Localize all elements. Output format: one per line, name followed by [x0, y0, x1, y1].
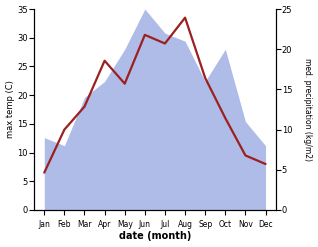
- Y-axis label: med. precipitation (kg/m2): med. precipitation (kg/m2): [303, 58, 313, 161]
- X-axis label: date (month): date (month): [119, 231, 191, 242]
- Y-axis label: max temp (C): max temp (C): [5, 81, 15, 138]
